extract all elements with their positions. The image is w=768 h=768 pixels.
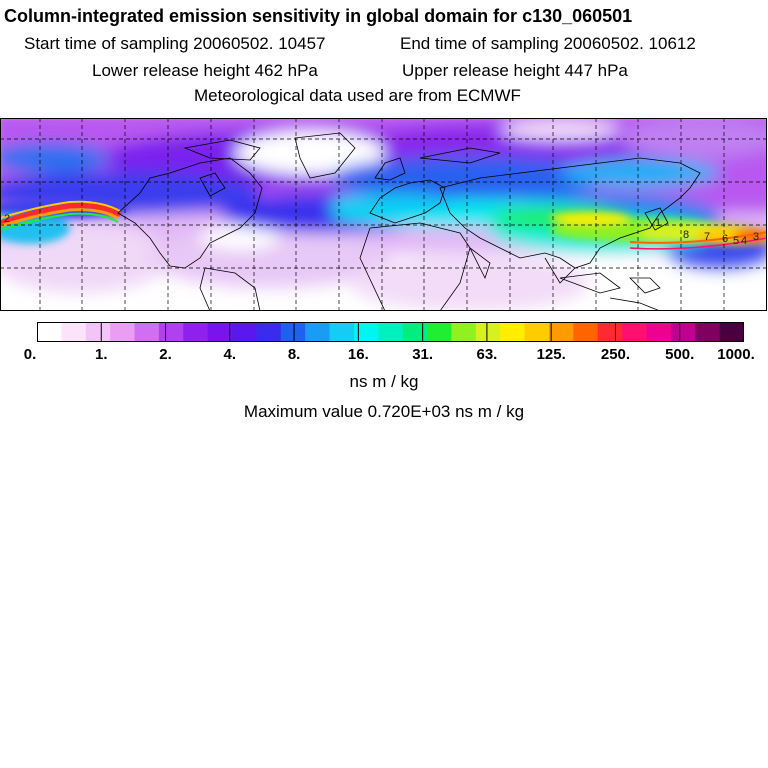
- colorbar-tick-label: 1000.: [717, 346, 755, 363]
- colorbar-swatch: [353, 322, 379, 342]
- colorbar-tick-label: 1.: [95, 346, 108, 363]
- emission-sensitivity-map: 2 8 7 6 5 4 3 1: [0, 118, 767, 311]
- sensitivity-field: [0, 118, 767, 311]
- map-frame: [0, 118, 767, 311]
- contour-label: 3: [753, 231, 759, 243]
- contour-label: 6: [722, 233, 728, 245]
- colorbar-swatch: [85, 322, 111, 342]
- colorbar-tick-label: 500.: [665, 346, 695, 363]
- contour-labels: 2 8 7 6 5 4 3 1: [4, 213, 759, 247]
- map-title: Column-integrated emission sensitivity i…: [4, 6, 633, 26]
- end-time-label: End time of sampling 20060502. 10612: [400, 34, 696, 53]
- colorbar-swatch: [207, 322, 233, 342]
- contour-label: 8: [683, 229, 689, 241]
- maximum-value-label: Maximum value 0.720E+03 ns m / kg: [243, 402, 525, 421]
- met-data-label: Meteorological data used are from ECMWF: [194, 86, 521, 105]
- colorbar-swatch: [451, 322, 477, 342]
- colorbar-swatch: [329, 322, 355, 342]
- colorbar-swatch: [37, 322, 62, 342]
- colorbar-swatch: [646, 322, 672, 342]
- colorbar-swatch: [110, 322, 136, 342]
- colorbar-unit: ns m / kg: [349, 372, 419, 391]
- colorbar: [36, 322, 745, 342]
- colorbar-tick-label: 63.: [476, 346, 498, 363]
- colorbar-swatch: [134, 322, 160, 342]
- colorbar-swatch: [158, 322, 184, 342]
- coastlines: [117, 132, 701, 311]
- colorbar-swatch: [232, 322, 257, 342]
- graticule: [0, 118, 767, 311]
- colorbar-swatch: [719, 322, 745, 342]
- colorbar-swatch: [597, 322, 623, 342]
- colorbar-tick-label: 31.: [412, 346, 434, 363]
- colorbar-swatch: [573, 322, 599, 342]
- colorbar-swatch: [500, 322, 526, 342]
- lower-release-height-label: Lower release height 462 hPa: [92, 61, 318, 80]
- colorbar-swatch: [695, 322, 721, 342]
- colorbar-tick-label: 0.: [23, 346, 37, 363]
- colorbar-swatch: [622, 322, 647, 342]
- colorbar-swatch: [524, 322, 550, 342]
- contour-label: 5: [733, 235, 739, 247]
- start-time-label: Start time of sampling 20060502. 10457: [24, 34, 326, 53]
- colorbar-swatch: [183, 322, 209, 342]
- contour-label: 1: [655, 217, 661, 229]
- colorbar-border: [37, 322, 744, 342]
- contour-label: 2: [4, 213, 10, 225]
- colorbar-swatch: [670, 322, 696, 342]
- colorbar-tick-label: 16.: [347, 346, 369, 363]
- upper-release-height-label: Upper release height 447 hPa: [402, 61, 628, 80]
- colorbar-swatch: [280, 322, 306, 342]
- contour-label: 4: [741, 235, 747, 247]
- colorbar-swatch: [378, 322, 404, 342]
- colorbar-tick-label: 4.: [223, 346, 237, 363]
- colorbar-swatch: [402, 322, 428, 342]
- colorbar-swatch: [256, 322, 282, 342]
- colorbar-swatch: [548, 322, 574, 342]
- colorbar-swatch: [427, 322, 452, 342]
- colorbar-swatch: [475, 322, 501, 342]
- colorbar-tick-label: 2.: [159, 346, 172, 363]
- colorbar-tick-label: 8.: [287, 346, 301, 363]
- colorbar-swatch: [61, 322, 87, 342]
- colorbar-tick-label: 250.: [600, 346, 631, 363]
- contour-label: 7: [704, 231, 710, 243]
- colorbar-tick-label: 125.: [536, 346, 566, 363]
- colorbar-swatch: [305, 322, 331, 342]
